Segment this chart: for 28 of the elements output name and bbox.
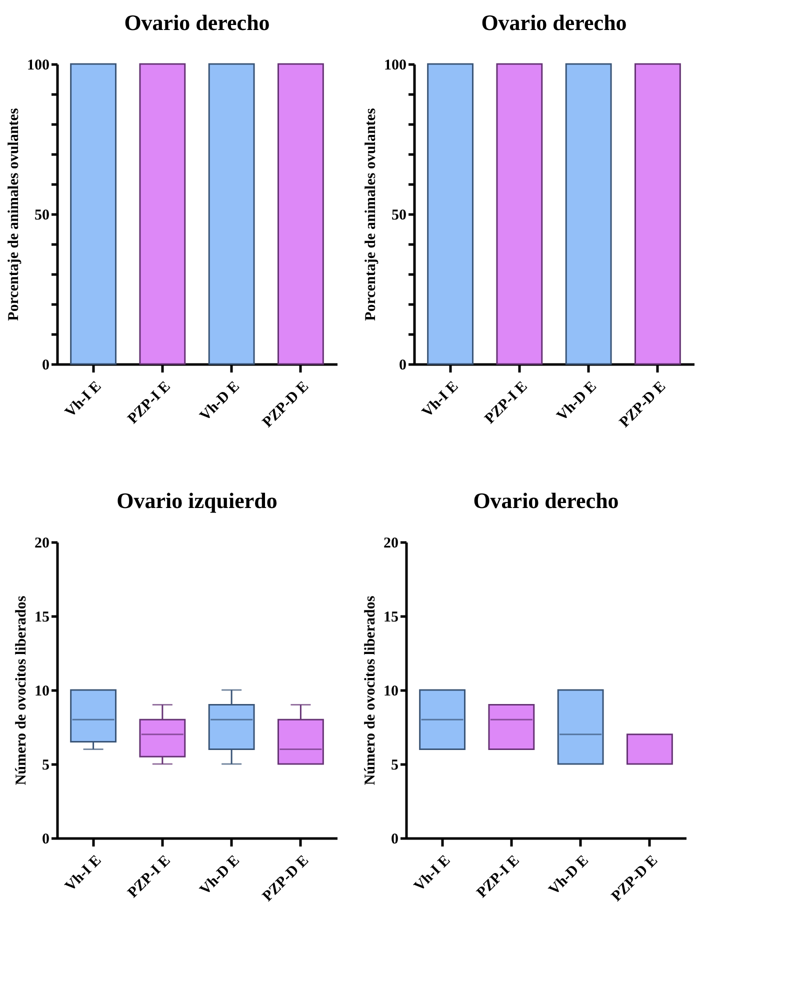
y-tick-label: 50	[392, 208, 406, 224]
y-tick-label: 20	[384, 536, 398, 552]
y-tick-label: 100	[384, 58, 406, 74]
y-tick-label: 0	[399, 358, 406, 374]
chart-title: Ovario derecho	[481, 10, 627, 35]
y-tick-label: 0	[42, 832, 50, 848]
x-tick-label: Vh-I E	[62, 378, 105, 421]
y-tick-label: 0	[391, 832, 398, 848]
y-tick-label: 5	[42, 758, 50, 774]
y-tick-label: 100	[27, 58, 50, 74]
y-tick-label: 15	[384, 610, 398, 626]
y-tick-label: 10	[34, 684, 50, 700]
y-tick-label: 10	[384, 684, 398, 700]
y-tick-label: 20	[34, 536, 50, 552]
x-tick-label: Vh-I E	[419, 378, 462, 421]
x-tick-label: Vh-I E	[62, 852, 105, 895]
y-axis-title: Porcentaje de animales ovulantes	[6, 108, 22, 321]
y-axis-title: Porcentaje de animales ovulantes	[363, 108, 379, 321]
x-tick-label: Vh-I E	[411, 852, 454, 895]
y-tick-label: 50	[34, 208, 50, 224]
y-axis-title: Número de ovocitos liberados	[14, 596, 30, 786]
y-tick-label: 5	[391, 758, 398, 774]
chart-title: Ovario izquierdo	[116, 488, 278, 513]
chart-title: Ovario derecho	[124, 10, 270, 35]
y-tick-label: 0	[42, 358, 50, 374]
y-axis-title: Número de ovocitos liberados	[362, 596, 378, 786]
y-tick-label: 15	[34, 610, 50, 626]
chart-title: Ovario derecho	[473, 488, 619, 513]
